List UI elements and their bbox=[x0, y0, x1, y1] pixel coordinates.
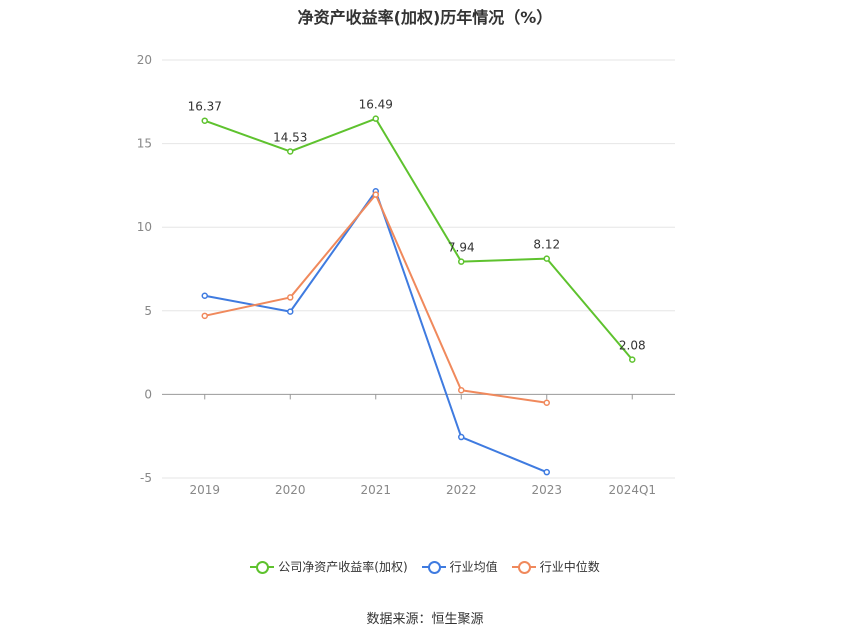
data-label: 7.94 bbox=[448, 241, 475, 255]
y-tick-label: 20 bbox=[137, 53, 152, 67]
legend-swatch-icon bbox=[250, 560, 275, 574]
legend-item-0[interactable]: 公司净资产收益率(加权) bbox=[250, 558, 408, 575]
legend-item-2[interactable]: 行业中位数 bbox=[511, 558, 600, 575]
data-point bbox=[543, 255, 550, 262]
data-point bbox=[287, 308, 294, 315]
legend-label: 行业均值 bbox=[449, 560, 498, 574]
data-label: 14.53 bbox=[273, 130, 307, 144]
legend-label: 行业中位数 bbox=[539, 560, 600, 574]
series-line-0 bbox=[204, 117, 634, 361]
x-tick-label: 2022 bbox=[446, 483, 477, 497]
data-point bbox=[543, 468, 550, 476]
data-point bbox=[458, 433, 465, 441]
x-tick-label: 2020 bbox=[275, 483, 306, 497]
data-point bbox=[287, 294, 294, 301]
data-source: 数据来源：恒生聚源 bbox=[366, 612, 484, 627]
legend-label: 公司净资产收益率(加权) bbox=[278, 560, 408, 574]
data-label: 16.37 bbox=[188, 100, 222, 114]
series-line-1 bbox=[204, 190, 548, 474]
y-tick-label: 10 bbox=[137, 220, 152, 234]
legend-dot bbox=[427, 560, 441, 574]
data-label: 8.12 bbox=[533, 238, 560, 252]
data-point bbox=[287, 148, 294, 155]
x-tick-label: 2023 bbox=[531, 483, 562, 497]
data-label: 2.08 bbox=[619, 339, 646, 353]
y-tick-label: 5 bbox=[144, 304, 152, 318]
data-point bbox=[372, 115, 379, 122]
x-tick-label: 2024Q1 bbox=[608, 483, 656, 497]
data-point bbox=[543, 399, 550, 407]
chart-legend: 公司净资产收益率(加权) 行业均值 行业中位数 bbox=[0, 558, 850, 575]
legend-dot bbox=[256, 560, 270, 574]
series-line-2 bbox=[204, 193, 547, 404]
y-tick-label: 15 bbox=[137, 137, 152, 151]
data-point bbox=[629, 356, 636, 363]
data-point bbox=[201, 312, 208, 320]
legend-swatch-icon bbox=[421, 560, 446, 574]
x-tick-label: 2019 bbox=[189, 483, 220, 497]
y-tick-label: -5 bbox=[140, 471, 152, 485]
data-point bbox=[372, 191, 379, 198]
data-point bbox=[458, 386, 465, 394]
y-tick-label: 0 bbox=[144, 387, 152, 401]
x-tick-label: 2021 bbox=[360, 483, 391, 497]
data-label: 16.49 bbox=[359, 98, 393, 112]
data-point bbox=[458, 258, 465, 265]
chart-title: 净资产收益率(加权)历年情况（%） bbox=[297, 8, 553, 27]
legend-swatch-icon bbox=[511, 560, 536, 574]
data-point bbox=[201, 292, 208, 300]
legend-dot bbox=[517, 560, 531, 574]
legend-item-1[interactable]: 行业均值 bbox=[421, 558, 498, 575]
data-point bbox=[201, 117, 208, 124]
